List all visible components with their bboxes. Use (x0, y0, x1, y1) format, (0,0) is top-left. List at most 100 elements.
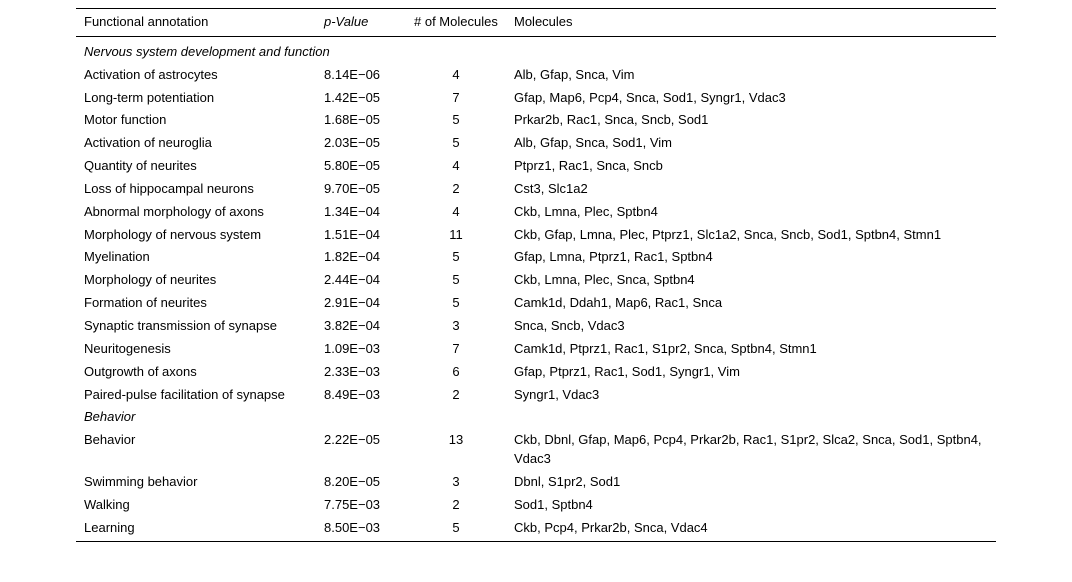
cell-count: 2 (406, 494, 506, 517)
cell-molecules: Gfap, Map6, Pcp4, Snca, Sod1, Syngr1, Vd… (506, 87, 996, 110)
cell-annotation: Neuritogenesis (76, 338, 316, 361)
table-row: Paired-pulse facilitation of synapse8.49… (76, 384, 996, 407)
table-row: Behavior2.22E−0513Ckb, Dbnl, Gfap, Map6,… (76, 429, 996, 471)
col-molecules: Molecules (506, 9, 996, 37)
cell-pvalue: 2.22E−05 (316, 429, 406, 471)
cell-pvalue: 9.70E−05 (316, 178, 406, 201)
col-count: # of Molecules (406, 9, 506, 37)
cell-count: 7 (406, 87, 506, 110)
cell-pvalue: 1.51E−04 (316, 224, 406, 247)
cell-pvalue: 3.82E−04 (316, 315, 406, 338)
cell-count: 5 (406, 132, 506, 155)
col-annotation: Functional annotation (76, 9, 316, 37)
cell-molecules: Ckb, Lmna, Plec, Sptbn4 (506, 201, 996, 224)
page: Functional annotation p-Value # of Molec… (0, 0, 1072, 582)
cell-annotation: Motor function (76, 109, 316, 132)
col-pvalue: p-Value (316, 9, 406, 37)
cell-molecules: Ckb, Pcp4, Prkar2b, Snca, Vdac4 (506, 517, 996, 542)
cell-molecules: Ckb, Lmna, Plec, Snca, Sptbn4 (506, 269, 996, 292)
cell-pvalue: 2.91E−04 (316, 292, 406, 315)
cell-pvalue: 8.20E−05 (316, 471, 406, 494)
cell-annotation: Abnormal morphology of axons (76, 201, 316, 224)
cell-annotation: Myelination (76, 246, 316, 269)
cell-count: 5 (406, 517, 506, 542)
table-container: Functional annotation p-Value # of Molec… (76, 8, 996, 542)
table-header: Functional annotation p-Value # of Molec… (76, 9, 996, 37)
cell-annotation: Activation of astrocytes (76, 64, 316, 87)
cell-pvalue: 2.44E−04 (316, 269, 406, 292)
cell-pvalue: 1.68E−05 (316, 109, 406, 132)
cell-molecules: Sod1, Sptbn4 (506, 494, 996, 517)
cell-annotation: Behavior (76, 429, 316, 471)
table-row: Morphology of nervous system1.51E−0411Ck… (76, 224, 996, 247)
cell-molecules: Snca, Sncb, Vdac3 (506, 315, 996, 338)
cell-count: 5 (406, 269, 506, 292)
cell-annotation: Walking (76, 494, 316, 517)
cell-count: 2 (406, 178, 506, 201)
cell-annotation: Morphology of neurites (76, 269, 316, 292)
cell-count: 3 (406, 315, 506, 338)
cell-molecules: Ptprz1, Rac1, Snca, Sncb (506, 155, 996, 178)
cell-pvalue: 5.80E−05 (316, 155, 406, 178)
annotation-table: Functional annotation p-Value # of Molec… (76, 8, 996, 542)
cell-count: 2 (406, 384, 506, 407)
cell-pvalue: 1.09E−03 (316, 338, 406, 361)
cell-count: 4 (406, 64, 506, 87)
cell-annotation: Outgrowth of axons (76, 361, 316, 384)
cell-molecules: Camk1d, Ddah1, Map6, Rac1, Snca (506, 292, 996, 315)
cell-molecules: Alb, Gfap, Snca, Vim (506, 64, 996, 87)
cell-molecules: Syngr1, Vdac3 (506, 384, 996, 407)
cell-molecules: Cst3, Slc1a2 (506, 178, 996, 201)
table-row: Morphology of neurites2.44E−045Ckb, Lmna… (76, 269, 996, 292)
cell-pvalue: 8.50E−03 (316, 517, 406, 542)
cell-annotation: Swimming behavior (76, 471, 316, 494)
cell-annotation: Morphology of nervous system (76, 224, 316, 247)
section-title: Behavior (76, 406, 996, 429)
cell-count: 4 (406, 201, 506, 224)
cell-pvalue: 1.34E−04 (316, 201, 406, 224)
cell-count: 5 (406, 109, 506, 132)
cell-annotation: Formation of neurites (76, 292, 316, 315)
cell-molecules: Ckb, Dbnl, Gfap, Map6, Pcp4, Prkar2b, Ra… (506, 429, 996, 471)
table-row: Swimming behavior8.20E−053Dbnl, S1pr2, S… (76, 471, 996, 494)
cell-annotation: Activation of neuroglia (76, 132, 316, 155)
section-title: Nervous system development and function (76, 36, 996, 63)
cell-count: 13 (406, 429, 506, 471)
cell-molecules: Ckb, Gfap, Lmna, Plec, Ptprz1, Slc1a2, S… (506, 224, 996, 247)
table-row: Activation of astrocytes8.14E−064Alb, Gf… (76, 64, 996, 87)
cell-pvalue: 2.03E−05 (316, 132, 406, 155)
cell-annotation: Learning (76, 517, 316, 542)
table-row: Activation of neuroglia2.03E−055Alb, Gfa… (76, 132, 996, 155)
cell-count: 6 (406, 361, 506, 384)
cell-annotation: Loss of hippocampal neurons (76, 178, 316, 201)
cell-count: 3 (406, 471, 506, 494)
table-row: Abnormal morphology of axons1.34E−044Ckb… (76, 201, 996, 224)
cell-annotation: Paired-pulse facilitation of synapse (76, 384, 316, 407)
cell-count: 11 (406, 224, 506, 247)
cell-count: 5 (406, 292, 506, 315)
cell-pvalue: 1.82E−04 (316, 246, 406, 269)
cell-annotation: Synaptic transmission of synapse (76, 315, 316, 338)
table-row: Formation of neurites2.91E−045Camk1d, Dd… (76, 292, 996, 315)
table-row: Walking7.75E−032Sod1, Sptbn4 (76, 494, 996, 517)
cell-count: 4 (406, 155, 506, 178)
cell-molecules: Gfap, Ptprz1, Rac1, Sod1, Syngr1, Vim (506, 361, 996, 384)
cell-annotation: Quantity of neurites (76, 155, 316, 178)
cell-molecules: Camk1d, Ptprz1, Rac1, S1pr2, Snca, Sptbn… (506, 338, 996, 361)
cell-pvalue: 7.75E−03 (316, 494, 406, 517)
cell-count: 7 (406, 338, 506, 361)
table-row: Learning8.50E−035Ckb, Pcp4, Prkar2b, Snc… (76, 517, 996, 542)
cell-count: 5 (406, 246, 506, 269)
table-row: Outgrowth of axons2.33E−036Gfap, Ptprz1,… (76, 361, 996, 384)
table-row: Quantity of neurites5.80E−054Ptprz1, Rac… (76, 155, 996, 178)
table-body: Nervous system development and functionA… (76, 36, 996, 542)
cell-molecules: Gfap, Lmna, Ptprz1, Rac1, Sptbn4 (506, 246, 996, 269)
table-row: Neuritogenesis1.09E−037Camk1d, Ptprz1, R… (76, 338, 996, 361)
table-row: Motor function1.68E−055Prkar2b, Rac1, Sn… (76, 109, 996, 132)
table-row: Long-term potentiation1.42E−057Gfap, Map… (76, 87, 996, 110)
cell-pvalue: 2.33E−03 (316, 361, 406, 384)
cell-molecules: Alb, Gfap, Snca, Sod1, Vim (506, 132, 996, 155)
cell-pvalue: 8.49E−03 (316, 384, 406, 407)
table-row: Synaptic transmission of synapse3.82E−04… (76, 315, 996, 338)
cell-annotation: Long-term potentiation (76, 87, 316, 110)
